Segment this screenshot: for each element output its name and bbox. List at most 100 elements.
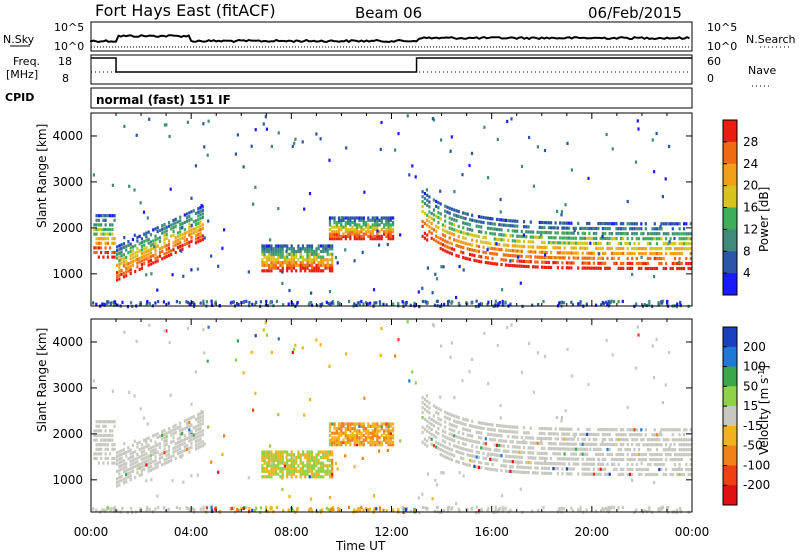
velocity-cell (358, 429, 361, 433)
velocity-cell (399, 439, 402, 443)
power-cell (299, 247, 302, 251)
velocity-cell (116, 451, 119, 455)
power-cell (665, 261, 668, 266)
velocity-cell (676, 467, 679, 472)
power-cell (536, 235, 539, 239)
power-cell (301, 263, 305, 267)
power-cell (604, 222, 607, 226)
power-cell (599, 222, 602, 226)
velocity-cell (631, 457, 634, 462)
power-cell (281, 247, 284, 251)
velocity-cell (605, 506, 608, 510)
power-cell (342, 234, 345, 238)
velocity-cell (662, 448, 665, 452)
power-cell (493, 222, 496, 226)
velocity-cell (640, 461, 643, 465)
velocity-cell (527, 466, 530, 470)
power-cell (518, 244, 521, 248)
velocity-cell (495, 443, 499, 447)
power-cell (658, 302, 661, 306)
velocity-cell (432, 414, 435, 418)
power-cell (543, 250, 546, 254)
velocity-cell (536, 471, 539, 475)
velocity-cell (331, 453, 334, 457)
power-cell (477, 234, 481, 239)
velocity-cell (683, 453, 686, 457)
power-cell (444, 224, 447, 228)
velocity-cell (437, 432, 440, 436)
velocity-cell (561, 462, 564, 466)
velocity-cell (369, 440, 372, 444)
power-cell (279, 252, 282, 256)
velocity-cell (127, 457, 130, 461)
velocity-cell (615, 433, 618, 437)
velocity-cell (154, 459, 157, 463)
velocity-cell (642, 438, 645, 442)
velocity-cell (516, 465, 519, 469)
velocity-cell (619, 472, 623, 476)
power-cell (140, 241, 143, 245)
power-cell (319, 244, 323, 248)
power-cell (367, 225, 370, 229)
velocity-cell (138, 448, 141, 452)
power-cell (678, 257, 681, 261)
power-cell (552, 256, 555, 260)
velocity-cell (190, 429, 193, 433)
velocity-cell (436, 505, 439, 509)
power-cell (683, 222, 686, 226)
velocity-cell (518, 450, 521, 454)
velocity-cell (349, 436, 352, 440)
velocity-cell (333, 431, 336, 435)
velocity-cell (608, 428, 611, 432)
velocity-cell (270, 455, 273, 460)
power-cell (148, 301, 151, 306)
velocity-cell (351, 436, 354, 440)
velocity-cell (346, 436, 350, 440)
velocity-cell (349, 429, 352, 433)
velocity-cell (448, 432, 451, 436)
power-cell (201, 212, 204, 216)
power-cell (520, 264, 523, 268)
velocity-cell (610, 452, 614, 457)
power-cell (554, 236, 557, 240)
velocity-cell (197, 435, 200, 439)
power-cell (522, 233, 525, 237)
power-panel-frame (90, 112, 693, 307)
power-cell (333, 232, 336, 236)
velocity-cell (277, 461, 280, 465)
power-cell (97, 237, 100, 241)
power-cell (95, 237, 98, 241)
velocity-cell (353, 465, 356, 469)
power-cell (201, 234, 204, 238)
power-cell (346, 230, 350, 234)
velocity-cell (378, 449, 381, 453)
power-cell (149, 244, 152, 248)
velocity-cell (136, 467, 139, 471)
velocity-cell (158, 442, 162, 446)
velocity-cell (520, 460, 523, 464)
power-cell (448, 246, 451, 250)
power-cell (232, 300, 235, 304)
power-cell (502, 233, 505, 237)
velocity-cell (634, 366, 638, 370)
power-cell (315, 132, 318, 136)
power-cell (500, 233, 503, 237)
power-cell (340, 234, 343, 238)
velocity-colorbar-swatch (723, 425, 737, 447)
velocity-cell (568, 472, 571, 476)
power-cell (170, 227, 173, 231)
power-cell (588, 266, 591, 270)
velocity-cell (516, 435, 519, 439)
velocity-cell (129, 448, 132, 452)
velocity-cell (268, 475, 271, 479)
velocity-cell (277, 458, 280, 462)
power-cell (480, 225, 483, 229)
power-cell (326, 244, 329, 248)
velocity-cell (523, 465, 526, 469)
power-cell (373, 301, 376, 305)
velocity-cell (440, 471, 443, 475)
power-cell (473, 253, 476, 258)
velocity-cell (346, 440, 350, 444)
power-cell (269, 238, 272, 242)
power-cell (600, 303, 603, 307)
